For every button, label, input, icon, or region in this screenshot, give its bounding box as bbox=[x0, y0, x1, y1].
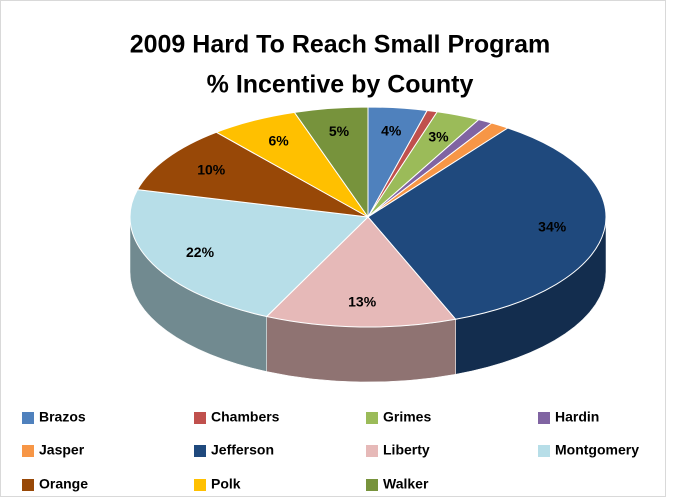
legend-swatch bbox=[194, 412, 206, 424]
legend-swatch bbox=[22, 412, 34, 424]
legend-swatch bbox=[22, 479, 34, 491]
slice bbox=[265, 216, 457, 328]
legend-swatch bbox=[538, 445, 550, 457]
legend-swatch bbox=[366, 445, 378, 457]
legend-label: Jefferson bbox=[211, 442, 274, 458]
slice bbox=[293, 106, 369, 219]
data-label: 34% bbox=[538, 218, 567, 234]
legend-swatch bbox=[194, 445, 206, 457]
legend-label: Chambers bbox=[211, 409, 280, 425]
legend-swatch bbox=[22, 445, 34, 457]
legend-label: Brazos bbox=[39, 409, 86, 425]
legend-swatch bbox=[538, 412, 550, 424]
chart-title: 2009 Hard To Reach Small Program bbox=[130, 31, 551, 59]
data-label: 13% bbox=[348, 293, 377, 309]
data-label: 22% bbox=[186, 244, 215, 260]
legend-label: Liberty bbox=[383, 442, 430, 458]
legend-label: Grimes bbox=[383, 409, 431, 425]
legend-label: Polk bbox=[211, 476, 241, 492]
data-label: 6% bbox=[268, 133, 289, 149]
data-label: 5% bbox=[329, 123, 350, 139]
data-label: 10% bbox=[197, 162, 226, 178]
chart-title: % Incentive by County bbox=[207, 71, 474, 99]
legend-swatch bbox=[366, 479, 378, 491]
legend-swatch bbox=[366, 412, 378, 424]
slice bbox=[367, 127, 607, 320]
legend-label: Orange bbox=[39, 476, 88, 492]
legend-label: Walker bbox=[383, 476, 429, 492]
legend-label: Jasper bbox=[39, 442, 85, 458]
legend-label: Hardin bbox=[555, 409, 599, 425]
legend-label: Montgomery bbox=[555, 442, 639, 458]
slice bbox=[129, 189, 370, 318]
data-label: 3% bbox=[428, 128, 449, 144]
slice bbox=[136, 131, 369, 218]
data-label: 4% bbox=[381, 123, 402, 139]
legend-swatch bbox=[194, 479, 206, 491]
